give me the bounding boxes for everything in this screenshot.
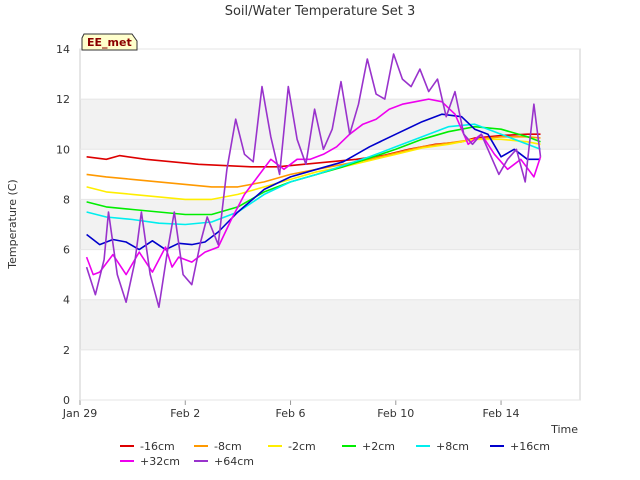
y-tick-label: 8 bbox=[63, 193, 70, 206]
legend-label: -16cm bbox=[140, 440, 175, 453]
badge-text: EE_met bbox=[87, 36, 132, 49]
grid-band bbox=[80, 299, 580, 350]
badge-box bbox=[81, 33, 138, 51]
station-badge: EE_met bbox=[81, 33, 138, 51]
legend-label: -8cm bbox=[214, 440, 242, 453]
y-tick-label: 0 bbox=[63, 394, 70, 407]
series-lines bbox=[85, 53, 542, 308]
legend: -16cm -8cm -2cm +2cm +8cm +16cm +32cm +64cm bbox=[120, 440, 550, 468]
x-tick-label: Feb 10 bbox=[377, 407, 414, 420]
y-tick-label: 2 bbox=[63, 344, 70, 357]
y-tick-label: 12 bbox=[56, 93, 70, 106]
legend-label: +8cm bbox=[436, 440, 469, 453]
chart-title: Soil/Water Temperature Set 3 bbox=[225, 4, 416, 19]
x-tick-label: Feb 14 bbox=[483, 407, 520, 420]
grid-bands bbox=[80, 99, 580, 350]
y-tick-label: 10 bbox=[56, 143, 70, 156]
x-axis-label: Time bbox=[550, 423, 578, 436]
legend-label: +16cm bbox=[510, 440, 550, 453]
x-tick-label: Feb 2 bbox=[170, 407, 200, 420]
legend-label: -2cm bbox=[288, 440, 316, 453]
legend-label: +2cm bbox=[362, 440, 395, 453]
series-line bbox=[86, 113, 541, 251]
series-line bbox=[86, 133, 541, 168]
legend-label: +32cm bbox=[140, 455, 180, 468]
x-axis-ticks: Jan 29 Feb 2 Feb 6 Feb 10 Feb 14 bbox=[62, 400, 520, 420]
grid-band bbox=[80, 199, 580, 250]
y-tick-label: 4 bbox=[63, 294, 70, 307]
y-axis-label: Temperature (C) bbox=[6, 179, 19, 269]
legend-label: +64cm bbox=[214, 455, 254, 468]
series-line bbox=[86, 123, 541, 226]
x-tick-label: Feb 6 bbox=[276, 407, 306, 420]
series-line bbox=[85, 53, 542, 308]
x-tick-label: Jan 29 bbox=[62, 407, 97, 420]
y-tick-label: 6 bbox=[63, 244, 70, 257]
grid-band bbox=[80, 99, 580, 150]
y-tick-label: 14 bbox=[56, 43, 70, 56]
